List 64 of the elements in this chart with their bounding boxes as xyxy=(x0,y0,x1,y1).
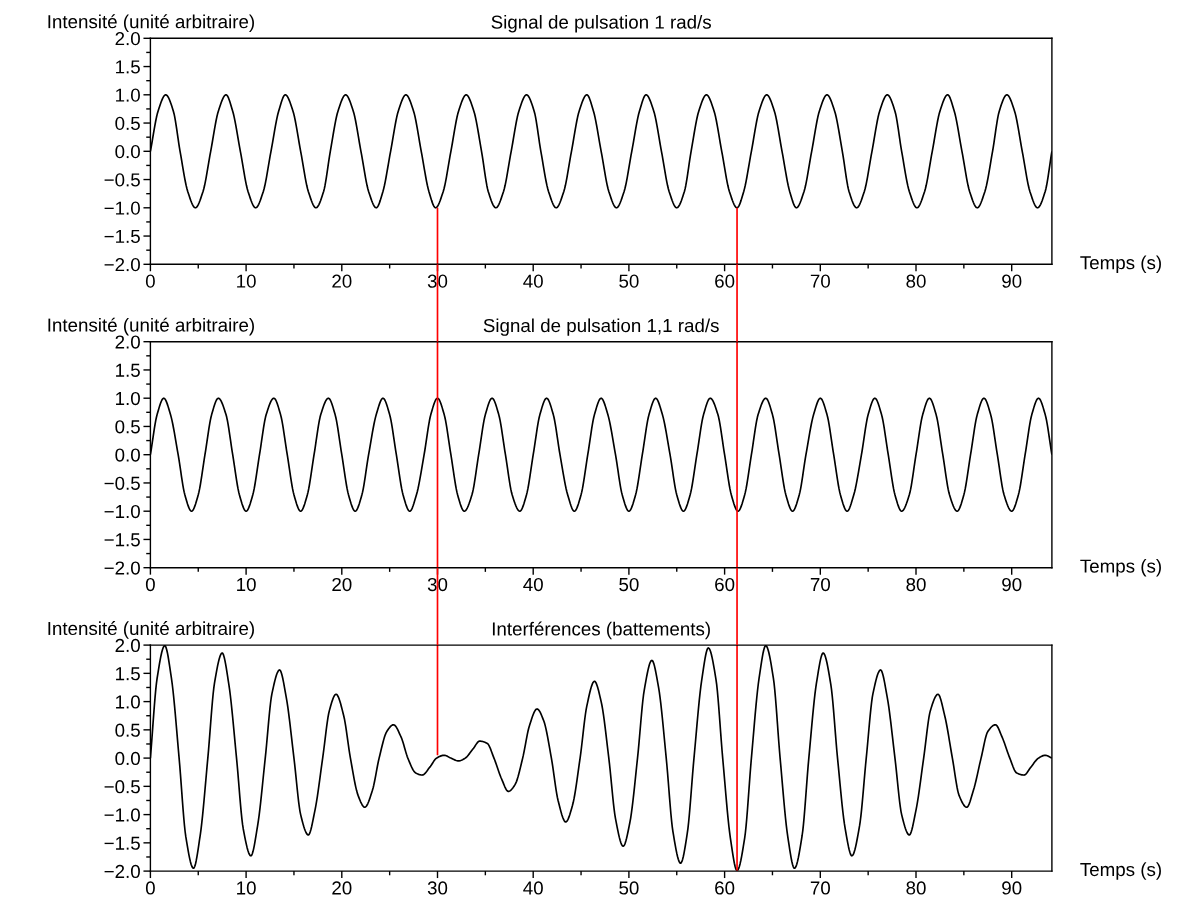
y-tick-label: −0.5 xyxy=(104,476,140,490)
y-tick-label: −1.5 xyxy=(104,836,140,850)
y-tick-label: 1.5 xyxy=(116,667,140,681)
y-tick-label: 0.0 xyxy=(115,448,140,462)
x-axis-title: Temps (s) xyxy=(1080,255,1161,274)
x-tick-label: 0 xyxy=(145,881,155,895)
x-tick-label: 90 xyxy=(1002,274,1022,288)
x-tick-label: 90 xyxy=(1002,577,1022,592)
y-tick-label: 0.5 xyxy=(115,116,140,131)
x-tick-label: 40 xyxy=(523,274,543,288)
x-tick-label: 70 xyxy=(810,577,830,592)
y-tick-label: 2.0 xyxy=(115,32,140,46)
y-axis-title: Intensité (unité arbitraire) xyxy=(48,317,254,336)
x-tick-label: 10 xyxy=(237,881,256,895)
x-axis-title: Temps (s) xyxy=(1080,558,1161,577)
y-tick-label: 0.0 xyxy=(115,751,140,766)
x-tick-label: 20 xyxy=(332,881,352,895)
chart-title: Signal de pulsation 1,1 rad/s xyxy=(483,318,719,336)
x-tick-label: 50 xyxy=(619,881,639,895)
x-tick-label: 50 xyxy=(619,274,639,288)
x-axis-title: Temps (s) xyxy=(1080,862,1161,880)
x-tick-label: 60 xyxy=(715,881,735,895)
x-tick-label: 10 xyxy=(237,274,256,288)
y-tick-label: 1.0 xyxy=(116,391,140,406)
y-tick-label: −2.0 xyxy=(104,561,140,575)
y-tick-label: −0.5 xyxy=(104,780,140,794)
y-tick-label: 0.0 xyxy=(115,145,140,159)
x-tick-label: 0 xyxy=(145,577,155,592)
y-tick-label: −2.0 xyxy=(104,864,140,879)
x-tick-label: 80 xyxy=(906,881,926,895)
x-tick-label: 50 xyxy=(619,577,639,592)
x-tick-label: 70 xyxy=(810,881,830,895)
y-axis-title: Intensité (unité arbitraire) xyxy=(48,14,254,33)
y-tick-label: 0.5 xyxy=(115,723,140,737)
x-tick-label: 20 xyxy=(332,274,352,288)
y-tick-label: 1.0 xyxy=(116,695,140,709)
y-tick-label: −1.0 xyxy=(104,808,140,822)
x-tick-label: 0 xyxy=(145,274,155,288)
y-tick-label: −1.0 xyxy=(104,201,140,215)
x-tick-label: 70 xyxy=(810,274,830,288)
chart-title: Interférences (battements) xyxy=(492,621,710,640)
x-tick-label: 60 xyxy=(715,577,735,592)
x-tick-label: 80 xyxy=(906,577,926,592)
y-tick-label: 2.0 xyxy=(115,638,140,653)
y-tick-label: 2.0 xyxy=(115,335,140,349)
y-axis-title: Intensité (unité arbitraire) xyxy=(48,621,254,639)
y-tick-label: 1.5 xyxy=(116,60,140,74)
y-tick-label: −1.0 xyxy=(104,504,140,519)
y-tick-label: −0.5 xyxy=(104,173,140,187)
y-tick-label: −1.5 xyxy=(104,533,140,547)
x-tick-label: 10 xyxy=(237,577,256,592)
y-tick-label: 1.5 xyxy=(116,363,140,377)
x-tick-label: 40 xyxy=(523,577,543,592)
x-tick-label: 80 xyxy=(906,274,926,288)
x-tick-label: 20 xyxy=(332,577,352,592)
y-tick-label: 0.5 xyxy=(115,420,140,434)
y-tick-label: 1.0 xyxy=(116,88,140,102)
chart-title: Signal de pulsation 1 rad/s xyxy=(491,14,711,33)
x-tick-label: 40 xyxy=(523,881,543,895)
x-tick-label: 60 xyxy=(715,274,735,288)
y-tick-label: −1.5 xyxy=(104,229,140,244)
y-tick-label: −2.0 xyxy=(104,258,140,272)
x-tick-label: 30 xyxy=(427,881,448,895)
x-tick-label: 90 xyxy=(1002,881,1022,895)
